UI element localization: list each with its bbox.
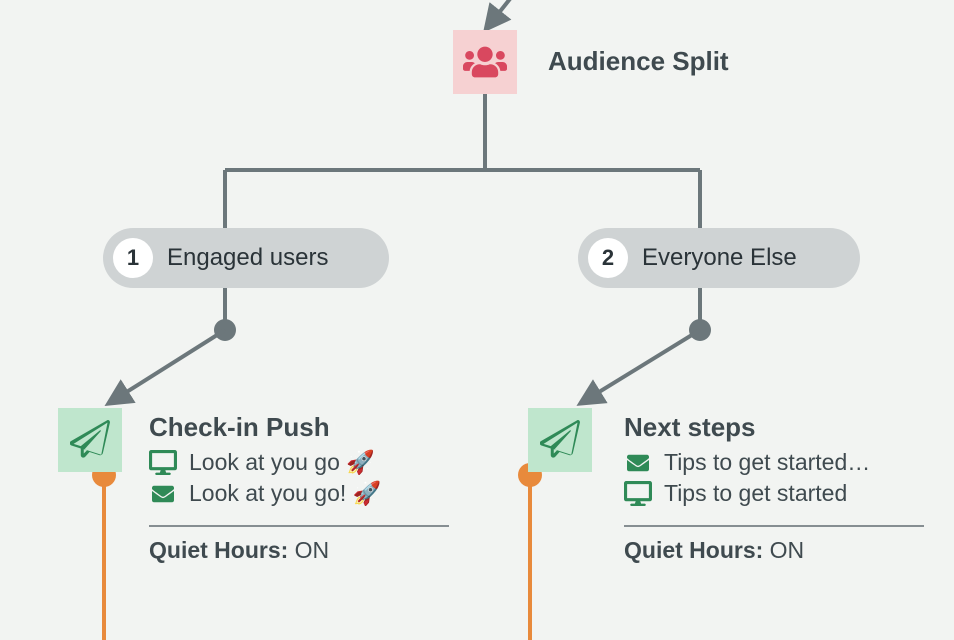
branch-label: Engaged users	[167, 244, 328, 272]
branch-number: 1	[113, 238, 153, 278]
audience-split-label: Audience Split	[548, 46, 729, 77]
channel-row: Tips to get started	[624, 480, 944, 507]
users-icon	[463, 43, 507, 81]
paper-plane-icon	[540, 420, 580, 460]
channel-text: Look at you go! 🚀	[189, 480, 381, 507]
paper-plane-icon	[70, 420, 110, 460]
card-title: Next steps	[624, 412, 944, 443]
channel-text: Look at you go 🚀	[189, 449, 375, 476]
channel-row: Look at you go! 🚀	[149, 480, 469, 507]
channel-row: Look at you go 🚀	[149, 449, 469, 476]
quiet-hours-value: ON	[295, 537, 330, 563]
message-card-right[interactable]: Next steps Tips to get started… Tips to …	[624, 412, 944, 564]
send-node-left[interactable]	[58, 408, 122, 472]
branch-pill-2[interactable]: 2 Everyone Else	[578, 228, 860, 288]
card-divider	[624, 525, 924, 527]
channel-row: Tips to get started…	[624, 449, 944, 476]
message-card-left[interactable]: Check-in Push Look at you go 🚀 Look at y…	[149, 412, 469, 564]
quiet-hours: Quiet Hours: ON	[624, 537, 944, 564]
card-divider	[149, 525, 449, 527]
send-node-right[interactable]	[528, 408, 592, 472]
quiet-hours: Quiet Hours: ON	[149, 537, 469, 564]
branch-number: 2	[588, 238, 628, 278]
mail-icon	[149, 483, 177, 505]
monitor-icon	[624, 481, 652, 506]
mail-icon	[624, 452, 652, 474]
branch-pill-1[interactable]: 1 Engaged users	[103, 228, 389, 288]
channel-text: Tips to get started	[664, 480, 847, 507]
quiet-hours-value: ON	[770, 537, 805, 563]
monitor-icon	[149, 450, 177, 475]
card-title: Check-in Push	[149, 412, 469, 443]
quiet-hours-label: Quiet Hours:	[149, 537, 288, 563]
audience-split-node[interactable]	[453, 30, 517, 94]
channel-text: Tips to get started…	[664, 449, 870, 476]
branch-label: Everyone Else	[642, 244, 797, 272]
quiet-hours-label: Quiet Hours:	[624, 537, 763, 563]
